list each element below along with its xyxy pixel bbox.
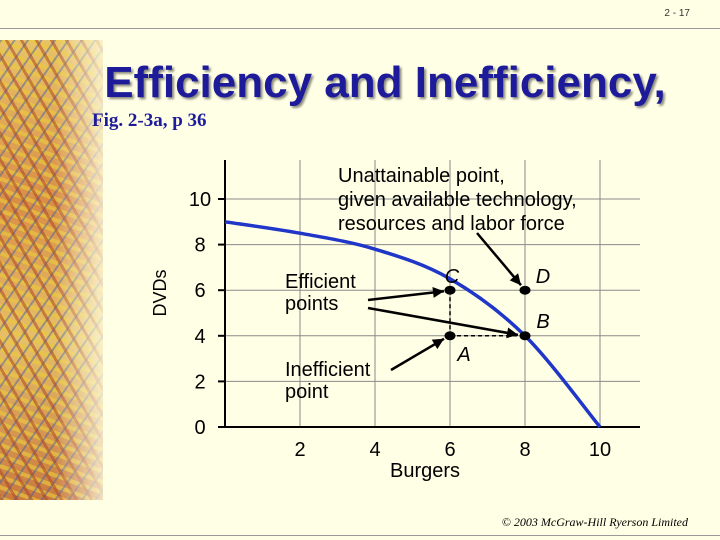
arrow-inefficient-head — [431, 338, 444, 350]
point-label-b: B — [536, 311, 549, 333]
figure-reference: Fig. 2-3a, p 36 — [92, 110, 207, 131]
x-tick-label: 4 — [369, 439, 380, 461]
x-tick-label: 10 — [589, 439, 611, 461]
slide-title: Efficiency and Inefficiency, — [104, 58, 666, 107]
y-tick-label: 6 — [194, 280, 205, 302]
slide-number: 2 - 17 — [664, 8, 690, 19]
point-d — [519, 285, 531, 295]
arrow-efficient-c-head — [432, 287, 444, 298]
arrow-efficient-b-head — [506, 327, 518, 339]
y-tick-label: 10 — [189, 189, 211, 211]
x-tick-label: 2 — [294, 439, 305, 461]
y-tick-label: 2 — [194, 371, 205, 393]
y-tick-label: 0 — [194, 417, 205, 439]
side-artwork-fade — [55, 40, 125, 500]
arrow-unattainable — [476, 232, 522, 287]
point-label-c: C — [445, 266, 460, 288]
annotation-text: Efficient — [285, 271, 356, 293]
arrow-efficient-c — [367, 289, 445, 302]
point-b — [519, 331, 531, 341]
point-label-d: D — [536, 266, 550, 288]
annotation-text: point — [285, 381, 329, 403]
arrow-unattainable-head — [509, 273, 521, 286]
annotation-text: points — [285, 293, 338, 315]
point-label-a: A — [456, 344, 470, 366]
x-axis-label: Burgers — [390, 460, 460, 482]
arrow-efficient-b — [367, 306, 519, 337]
footer-rule — [0, 535, 720, 536]
x-tick-label: 6 — [444, 439, 455, 461]
x-tick-label: 8 — [519, 439, 530, 461]
y-axis-label: DVDs — [150, 269, 170, 316]
annotation-text: resources and labor force — [338, 213, 565, 235]
annotation-text: Inefficient — [285, 359, 371, 381]
ppf-curve — [224, 220, 602, 429]
annotation-text: given available technology, — [338, 189, 577, 211]
point-c — [444, 285, 456, 295]
header-rule — [0, 28, 720, 29]
copyright-footer: © 2003 McGraw-Hill Ryerson Limited — [501, 515, 688, 529]
point-a — [444, 331, 456, 341]
annotation-text: Unattainable point, — [338, 165, 505, 187]
y-tick-label: 8 — [194, 235, 205, 257]
y-tick-label: 4 — [194, 326, 205, 348]
